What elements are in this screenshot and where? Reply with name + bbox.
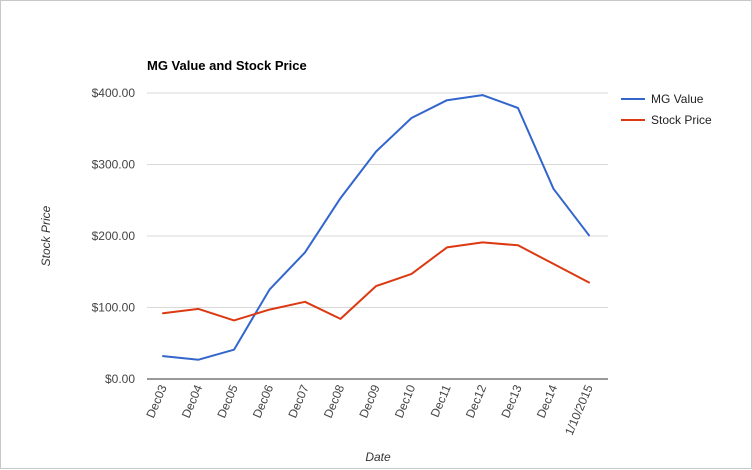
x-tick-label: Dec10 xyxy=(392,382,419,420)
x-tick-label: Dec14 xyxy=(534,382,561,420)
y-tick-label: $300.00 xyxy=(92,158,136,172)
x-tick-label: Dec06 xyxy=(250,382,277,420)
y-tick-label: $100.00 xyxy=(92,301,136,315)
y-axis-label: Stock Price xyxy=(39,205,53,266)
x-tick-label: Dec11 xyxy=(428,382,454,419)
y-tick-label: $0.00 xyxy=(105,372,135,386)
chart-title: MG Value and Stock Price xyxy=(147,58,307,73)
x-axis-label: Date xyxy=(365,450,391,464)
x-axis-ticks: Dec03 Dec04 Dec05 Dec06 Dec07 Dec08 Dec09 Dec10… xyxy=(143,382,596,437)
series-line-mg-value xyxy=(162,94,590,361)
series-lines xyxy=(162,94,590,361)
x-tick-label: Dec12 xyxy=(463,382,490,420)
y-tick-label: $400.00 xyxy=(92,86,136,100)
x-tick-label: 1/10/2015 xyxy=(562,382,596,437)
series-line-stock-price xyxy=(162,241,590,322)
x-tick-label: Dec09 xyxy=(356,382,383,420)
x-tick-label: Dec03 xyxy=(143,382,170,420)
legend-label: Stock Price xyxy=(651,113,712,127)
y-tick-label: $200.00 xyxy=(92,229,136,243)
legend-label: MG Value xyxy=(651,92,704,106)
x-tick-label: Dec13 xyxy=(498,382,525,420)
x-tick-label: Dec08 xyxy=(321,382,348,420)
x-tick-label: Dec04 xyxy=(179,382,206,420)
x-tick-label: Dec05 xyxy=(214,382,241,420)
legend: MG Value Stock Price xyxy=(621,92,712,127)
y-axis-ticks: $0.00 $100.00 $200.00 $300.00 $400.00 xyxy=(92,86,136,386)
gridlines xyxy=(147,92,608,308)
x-tick-label: Dec07 xyxy=(285,382,312,420)
